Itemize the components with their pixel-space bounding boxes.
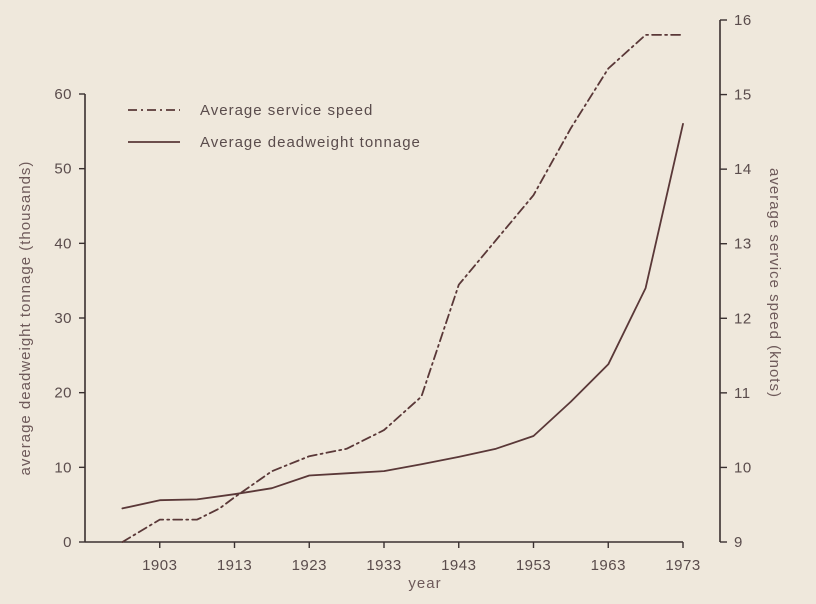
y-left-tick-label: 10: [54, 459, 72, 476]
y-right-axis-title: average service speed (knots): [766, 168, 783, 398]
axes: 0 10 20 30 40 50 60 9 10 11 12 13 14 15 16 1903 1913 1923…: [54, 12, 751, 574]
x-axis-title: year: [408, 575, 441, 592]
y-left-tick-label: 0: [63, 534, 72, 551]
x-tick-label: 1943: [441, 557, 476, 574]
x-tick-label: 1913: [217, 557, 252, 574]
legend-label: Average service speed: [200, 102, 373, 119]
x-tick-label: 1953: [516, 557, 551, 574]
y-right-tick-label: 9: [734, 534, 743, 551]
y-left-tick-label: 60: [54, 86, 72, 103]
y-left-tick-label: 50: [54, 161, 72, 178]
y-left-axis-title: average deadweight tonnage (thousands): [17, 161, 34, 476]
x-tick-label: 1903: [142, 557, 177, 574]
y-right-tick-label: 12: [734, 310, 752, 327]
y-right-tick-label: 16: [734, 12, 752, 29]
y-right-tick-label: 15: [734, 87, 752, 104]
x-tick-label: 1963: [591, 557, 626, 574]
plot-area: [121, 34, 684, 543]
x-tick-label: 1933: [366, 557, 401, 574]
y-right-tick-label: 11: [734, 385, 751, 402]
legend-label: Average deadweight tonnage: [200, 134, 421, 151]
series-line-service-speed: [121, 34, 684, 543]
y-right-tick-label: 14: [734, 161, 752, 178]
x-tick-label: 1973: [665, 557, 700, 574]
y-right-tick-label: 13: [734, 236, 752, 253]
series-line-deadweight-tonnage: [121, 123, 684, 510]
y-left-tick-label: 30: [54, 310, 72, 327]
y-left-tick-label: 20: [54, 385, 72, 402]
y-right-tick-label: 10: [734, 459, 752, 476]
x-tick-label: 1923: [292, 557, 327, 574]
y-left-tick-label: 40: [54, 235, 72, 252]
legend: Average service speed Average deadweight …: [128, 102, 421, 151]
